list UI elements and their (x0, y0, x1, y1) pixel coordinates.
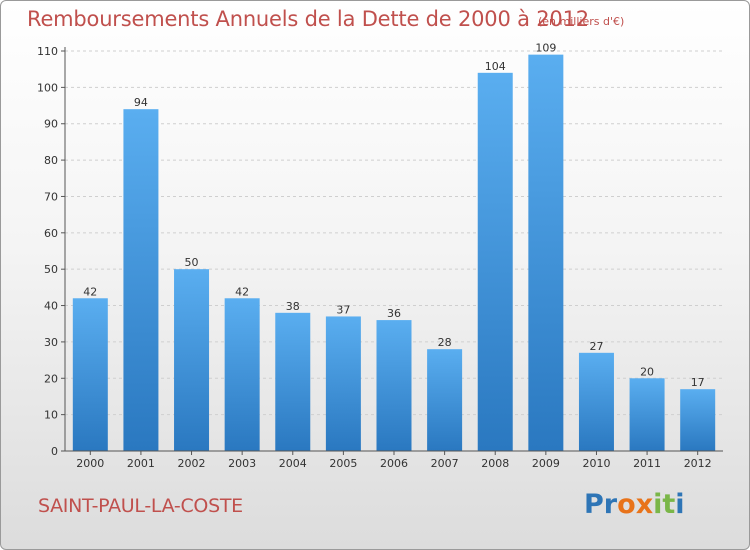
y-tick-label: 90 (44, 118, 58, 131)
y-tick-label: 70 (44, 190, 58, 203)
y-tick-label: 30 (44, 336, 58, 349)
bar (275, 312, 311, 451)
value-label: 42 (235, 285, 249, 298)
proxiti-logo: Proxiti (584, 489, 685, 520)
value-label: 42 (83, 285, 97, 298)
x-tick-label: 2003 (228, 457, 256, 470)
value-label: 27 (589, 340, 603, 353)
x-tick-label: 2002 (178, 457, 206, 470)
y-tick-label: 110 (37, 45, 58, 58)
y-tick-label: 0 (51, 445, 58, 458)
y-tick-label: 80 (44, 154, 58, 167)
commune-name: SAINT-PAUL-LA-COSTE (38, 495, 243, 517)
logo-letter: x (635, 489, 654, 520)
x-tick-label: 2012 (684, 457, 712, 470)
logo-letter: i (675, 489, 685, 520)
unit-label: (en milliers d'€) (538, 15, 625, 28)
bar (680, 389, 716, 451)
x-tick-label: 2011 (633, 457, 661, 470)
value-label: 38 (286, 300, 300, 313)
value-label: 94 (134, 96, 148, 109)
bar (578, 352, 614, 451)
value-label: 36 (387, 307, 401, 320)
logo-letter: t (662, 489, 676, 520)
x-tick-label: 2007 (431, 457, 459, 470)
value-label: 17 (691, 376, 705, 389)
bar (174, 269, 210, 451)
y-tick-label: 50 (44, 263, 58, 276)
x-tick-label: 2008 (481, 457, 509, 470)
y-tick-label: 40 (44, 300, 58, 313)
x-tick-label: 2005 (329, 457, 357, 470)
bar (528, 54, 564, 452)
x-tick-label: 2009 (532, 457, 560, 470)
x-tick-label: 2000 (76, 457, 104, 470)
bar (325, 316, 361, 451)
logo-letter: o (617, 489, 636, 520)
x-tick-label: 2001 (127, 457, 155, 470)
bar (72, 298, 108, 451)
logo-letter: i (653, 489, 663, 520)
logo-letter: r (603, 489, 618, 520)
bar (477, 72, 513, 452)
x-tick-label: 2006 (380, 457, 408, 470)
logo-letter: P (584, 489, 604, 520)
value-label: 28 (438, 336, 452, 349)
bar (427, 349, 463, 451)
x-tick-label: 2010 (582, 457, 610, 470)
value-label: 109 (535, 42, 556, 55)
value-label: 50 (185, 256, 199, 269)
x-tick-label: 2004 (279, 457, 307, 470)
bar (629, 378, 665, 451)
bar (376, 320, 412, 451)
chart-title: Remboursements Annuels de la Dette de 20… (27, 7, 589, 31)
value-label: 20 (640, 365, 654, 378)
y-tick-label: 60 (44, 227, 58, 240)
y-tick-label: 10 (44, 409, 58, 422)
value-label: 104 (485, 60, 506, 73)
bar (123, 109, 159, 451)
y-tick-label: 100 (37, 81, 58, 94)
y-tick-label: 20 (44, 372, 58, 385)
value-label: 37 (336, 303, 350, 316)
bar (224, 298, 260, 451)
